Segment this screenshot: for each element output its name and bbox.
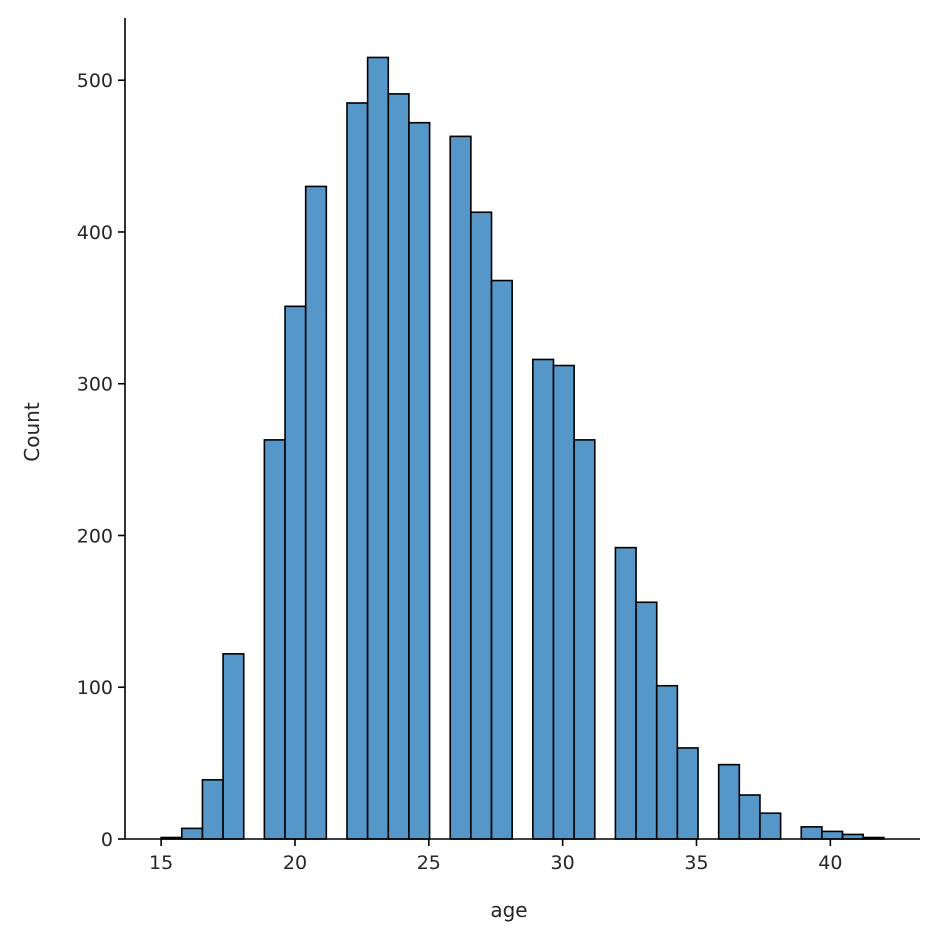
histogram-bars	[160, 56, 885, 840]
x-tick-label: 15	[149, 852, 173, 874]
histogram-bar	[759, 812, 782, 840]
x-tick-label: 40	[818, 852, 842, 874]
histogram-bar	[532, 358, 555, 840]
histogram-bar	[263, 439, 286, 840]
histogram-bar	[470, 211, 493, 840]
x-axis-label: age	[490, 898, 527, 922]
histogram-bar	[821, 830, 844, 840]
y-tick-label: 0	[101, 829, 113, 851]
axes	[124, 18, 920, 840]
histogram-bar	[366, 56, 390, 840]
x-tick-label: 30	[551, 852, 575, 874]
histogram-bar	[201, 779, 224, 840]
histogram-bar	[449, 135, 472, 840]
histogram-bar	[284, 305, 307, 840]
histogram-bar	[573, 439, 596, 840]
x-tick-label: 20	[283, 852, 307, 874]
x-tick-label: 25	[417, 852, 441, 874]
histogram-bar	[614, 546, 637, 840]
histogram-bar	[635, 601, 658, 840]
histogram-bar	[346, 102, 369, 840]
x-tick-label: 35	[684, 852, 708, 874]
histogram-bar	[800, 826, 823, 840]
histogram-bar	[717, 763, 741, 840]
histogram-bar	[180, 827, 204, 840]
histogram-bar	[490, 279, 513, 840]
histogram-bar	[738, 794, 761, 840]
histogram-bar	[655, 684, 679, 840]
y-tick-label: 100	[77, 677, 113, 699]
y-axis-label: Count	[20, 402, 44, 462]
y-tick-label: 500	[77, 70, 113, 92]
y-tick-label: 200	[77, 525, 113, 547]
histogram-bar	[676, 747, 699, 840]
histogram-bar	[222, 653, 245, 840]
histogram-bar	[552, 364, 575, 840]
y-tick-label: 400	[77, 222, 113, 244]
histogram-bar	[408, 121, 431, 840]
histogram-bar	[304, 185, 328, 840]
y-tick-label: 300	[77, 374, 113, 396]
histogram-bar	[387, 93, 410, 840]
